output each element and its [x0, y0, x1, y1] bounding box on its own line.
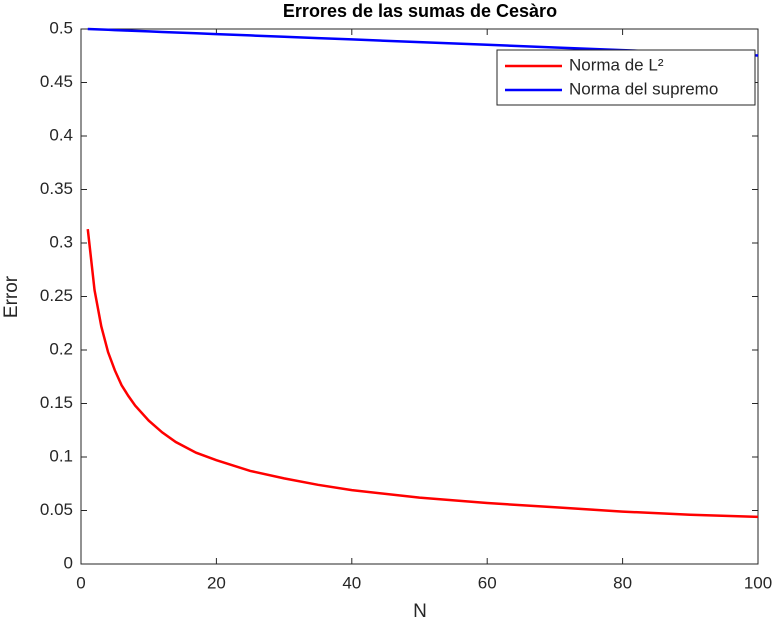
x-tick-label: 100	[744, 573, 772, 592]
y-axis-label: Error	[1, 275, 22, 318]
y-tick-label: 0.15	[40, 393, 73, 412]
x-tick-label: 40	[342, 573, 361, 592]
x-tick-label: 20	[207, 573, 226, 592]
y-tick-label: 0.35	[40, 179, 73, 198]
chart-title: Errores de las sumas de Cesàro	[283, 1, 557, 21]
line-series	[87, 27, 759, 57]
y-tick-label: 0.5	[49, 18, 73, 37]
y-tick-label: 0.1	[49, 446, 73, 465]
y-tick-label: 0.05	[40, 500, 73, 519]
y-tick-label: 0.4	[49, 125, 73, 144]
y-tick-label: 0.3	[49, 232, 73, 251]
x-tick-label: 60	[478, 573, 497, 592]
legend-label: Norma de L²	[569, 55, 664, 74]
x-tick-label: 80	[613, 573, 632, 592]
plot-area	[80, 28, 759, 565]
y-tick-label: 0	[64, 553, 73, 572]
x-axis-label: N	[413, 601, 427, 622]
y-tick-label: 0.25	[40, 286, 73, 305]
x-tick-label: 0	[76, 573, 85, 592]
y-tick-label: 0.2	[49, 339, 73, 358]
line-series	[86, 228, 759, 519]
legend-box	[496, 49, 756, 106]
legend-label: Norma del supremo	[569, 79, 718, 98]
y-tick-label: 0.45	[40, 72, 73, 91]
